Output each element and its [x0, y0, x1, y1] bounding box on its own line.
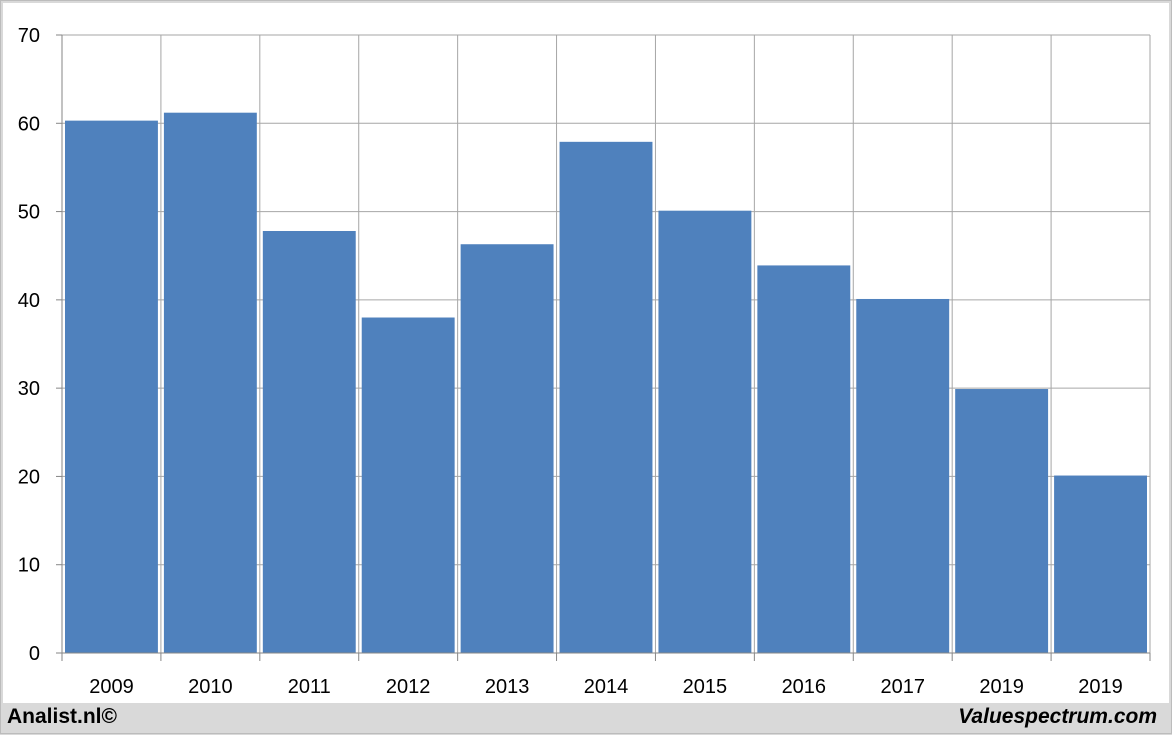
x-tick-label: 2009	[89, 676, 134, 698]
bar	[1054, 475, 1147, 653]
bars	[65, 112, 1147, 654]
bar	[955, 389, 1049, 653]
bar	[262, 230, 356, 653]
x-tick-label: 2016	[782, 676, 827, 698]
footer-credit-right: Valuespectrum.com	[958, 705, 1157, 728]
bar	[559, 141, 653, 653]
y-tick-label: 0	[29, 643, 40, 665]
x-tick-label: 2019	[1078, 676, 1123, 698]
x-tick-label: 2019	[979, 676, 1024, 698]
y-tick-label: 30	[18, 378, 40, 400]
x-tick-label: 2014	[584, 676, 629, 698]
y-tick-label: 10	[18, 555, 40, 577]
x-tick-labels: 2009 2010 2011 2012 2013 2014 2015 2016 2017 2019…	[89, 676, 1123, 698]
axes	[56, 34, 1151, 661]
y-tick-label: 50	[18, 202, 40, 224]
bar	[757, 265, 851, 653]
x-tick-label: 2017	[880, 676, 925, 698]
y-tick-label: 40	[18, 290, 40, 312]
x-tick-label: 2010	[188, 676, 233, 698]
y-tick-label: 20	[18, 466, 40, 488]
bar	[460, 244, 554, 654]
bar	[658, 210, 752, 653]
y-tick-label: 60	[18, 113, 40, 135]
y-tick-labels: 0 10 20 30 40 50 60 70	[18, 25, 40, 665]
bar	[163, 112, 257, 654]
x-tick-label: 2013	[485, 676, 530, 698]
bar	[65, 120, 158, 653]
bar	[856, 298, 950, 653]
x-tick-label: 2012	[386, 676, 431, 698]
x-tick-label: 2015	[683, 676, 728, 698]
x-tick-label: 2011	[288, 676, 331, 698]
bar	[361, 317, 455, 653]
footer-credit-left: Analist.nl©	[7, 705, 117, 728]
y-tick-label: 70	[18, 25, 40, 47]
